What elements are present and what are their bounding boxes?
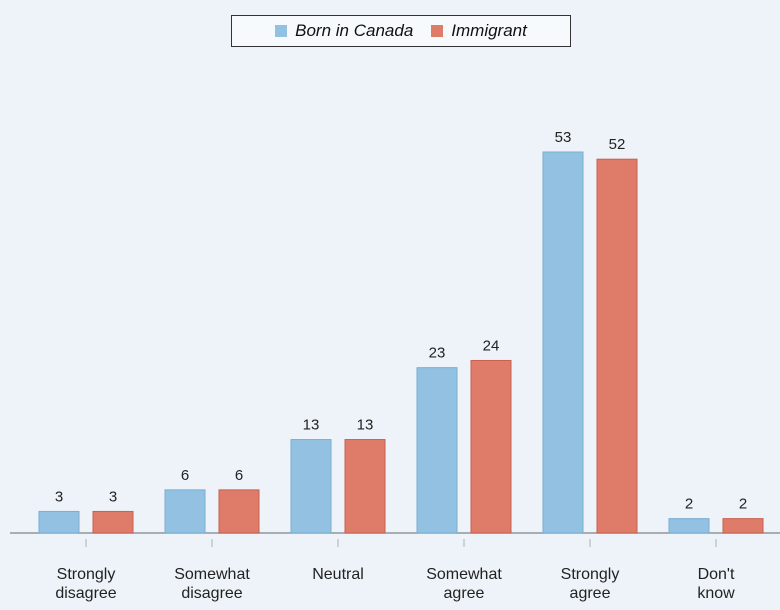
value-label: 23 xyxy=(429,345,446,362)
legend-swatch xyxy=(275,25,288,37)
bar xyxy=(416,367,458,534)
bar xyxy=(596,158,638,534)
value-label: 6 xyxy=(181,467,189,484)
x-tick-label: Strongly agree xyxy=(560,566,620,602)
bar xyxy=(92,510,134,534)
legend-item: Born in Canada xyxy=(275,21,413,41)
bar xyxy=(470,359,512,534)
bar xyxy=(722,518,764,534)
bar xyxy=(542,151,584,534)
value-label: 6 xyxy=(235,467,243,484)
bar xyxy=(38,510,80,534)
value-label: 52 xyxy=(609,136,626,153)
x-tick-label: Somewhat agree xyxy=(426,566,502,602)
bar xyxy=(344,439,386,534)
bar xyxy=(164,489,206,534)
legend-item: Immigrant xyxy=(431,21,527,41)
legend: Born in Canada Immigrant xyxy=(231,15,571,47)
value-label: 2 xyxy=(739,496,747,513)
value-label: 24 xyxy=(483,337,500,354)
legend-label: Immigrant xyxy=(451,21,527,40)
bar xyxy=(218,489,260,534)
value-label: 53 xyxy=(555,129,572,146)
legend-swatch xyxy=(431,25,444,37)
legend-label: Born in Canada xyxy=(295,21,414,40)
x-tick-label: Don't know xyxy=(697,566,735,602)
bar xyxy=(668,518,710,534)
bar xyxy=(290,439,332,534)
value-label: 3 xyxy=(55,488,63,505)
value-label: 13 xyxy=(357,417,374,434)
value-label: 3 xyxy=(109,488,117,505)
value-label: 2 xyxy=(685,496,693,513)
x-tick-label: Somewhat disagree xyxy=(174,566,250,602)
x-tick-label: Strongly disagree xyxy=(55,566,117,602)
value-label: 13 xyxy=(303,417,320,434)
x-tick-label: Neutral xyxy=(312,566,364,583)
